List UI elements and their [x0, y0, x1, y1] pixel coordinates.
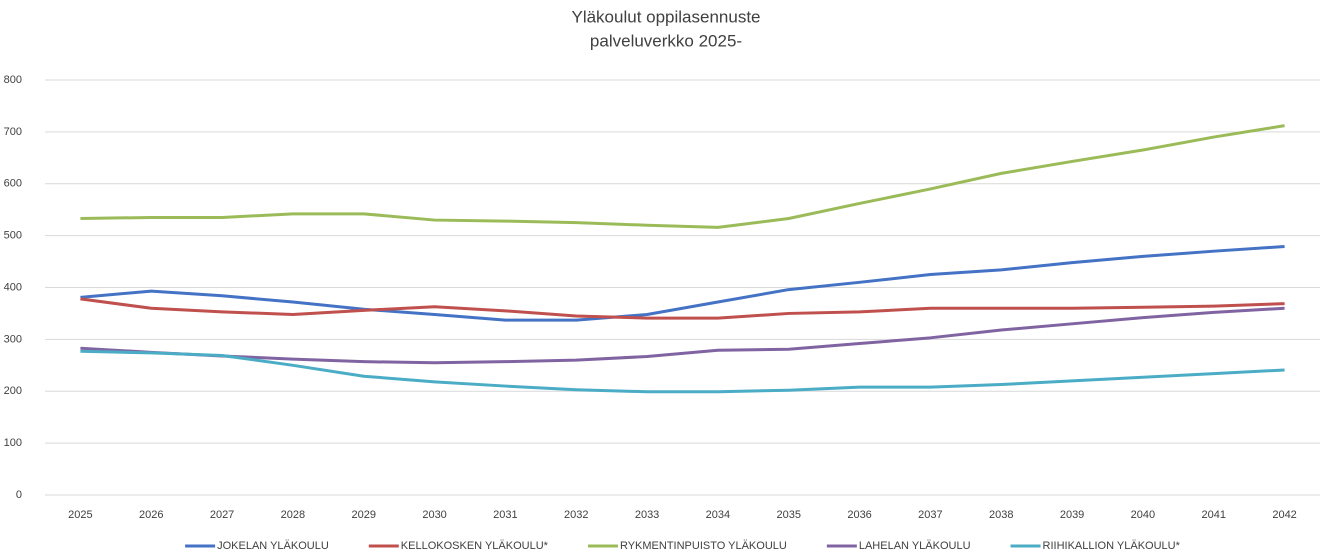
- legend-label: JOKELAN YLÄKOULU: [217, 540, 329, 552]
- chart-title: Yläkoulut oppilasennuste: [571, 7, 760, 26]
- legend-label: KELLOKOSKEN YLÄKOULU*: [401, 540, 549, 552]
- x-tick-label: 2040: [1131, 509, 1155, 521]
- y-tick-label: 0: [16, 489, 22, 501]
- x-tick-label: 2039: [1060, 509, 1084, 521]
- x-tick-label: 2031: [493, 509, 517, 521]
- line-series: [80, 297, 1285, 320]
- y-tick-label: 500: [4, 230, 22, 242]
- y-tick-label: 200: [4, 385, 22, 397]
- line-series: [80, 124, 1285, 229]
- x-tick-label: 2034: [706, 509, 730, 521]
- y-tick-label: 400: [4, 281, 22, 293]
- line-series: [80, 245, 1285, 322]
- x-tick-label: 2030: [422, 509, 446, 521]
- legend-label: RYKMENTINPUISTO YLÄKOULU: [620, 540, 787, 552]
- y-tick-label: 300: [4, 333, 22, 345]
- y-tick-label: 700: [4, 126, 22, 138]
- y-tick-label: 600: [4, 178, 22, 190]
- x-tick-label: 2032: [564, 509, 588, 521]
- x-tick-label: 2027: [210, 509, 234, 521]
- x-tick-label: 2025: [68, 509, 92, 521]
- x-tick-label: 2036: [847, 509, 871, 521]
- x-tick-label: 2038: [989, 509, 1013, 521]
- x-tick-label: 2029: [352, 509, 376, 521]
- x-tick-label: 2037: [918, 509, 942, 521]
- x-tick-label: 2026: [139, 509, 163, 521]
- x-tick-label: 2028: [281, 509, 305, 521]
- x-tick-label: 2035: [777, 509, 801, 521]
- legend-label: RIIHIKALLION YLÄKOULU*: [1043, 540, 1181, 552]
- y-tick-label: 800: [4, 74, 22, 86]
- x-tick-label: 2041: [1202, 509, 1226, 521]
- line-series: [80, 306, 1285, 365]
- x-tick-label: 2033: [635, 509, 659, 521]
- line-series: [80, 349, 1285, 394]
- legend-label: LAHELAN YLÄKOULU: [859, 540, 971, 552]
- x-tick-label: 2042: [1272, 509, 1296, 521]
- y-tick-label: 100: [4, 437, 22, 449]
- chart-subtitle: palveluverkko 2025-: [590, 31, 742, 50]
